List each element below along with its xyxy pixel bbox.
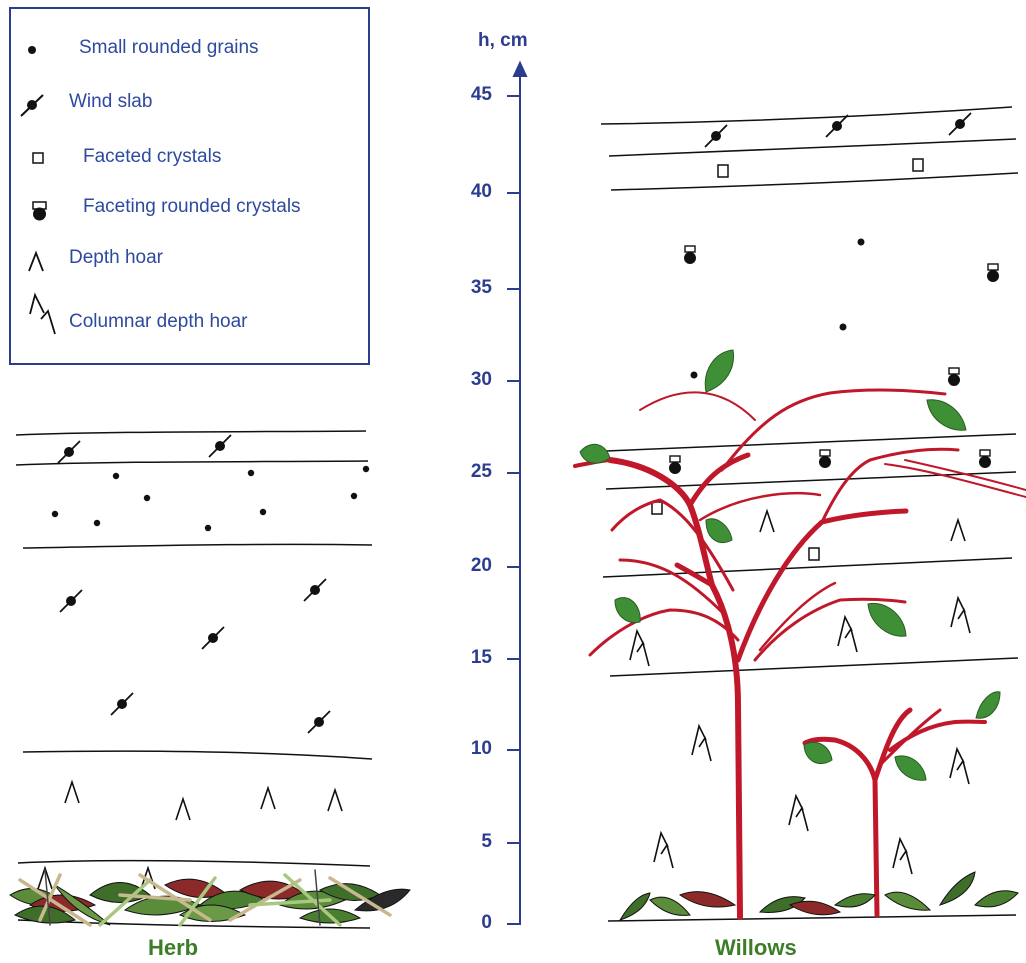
willow-layer-lines bbox=[600, 106, 1019, 922]
herb-depth-hoar bbox=[37, 781, 343, 890]
herb-small-grains bbox=[51, 465, 370, 532]
axis-tick-5: 5 bbox=[481, 831, 492, 852]
legend-label-columnar-depth-hoar: Columnar depth hoar bbox=[69, 311, 248, 332]
legend-label-faceted-crystals: Faceted crystals bbox=[83, 146, 222, 167]
willow-wind-slab-symbols bbox=[704, 112, 972, 148]
herb-panel bbox=[9, 430, 411, 929]
axis-tick-40: 40 bbox=[470, 181, 492, 202]
legend-box: Small rounded grains Wind slab Faceted c… bbox=[9, 7, 370, 365]
axis-tick-35: 35 bbox=[470, 277, 492, 298]
axis-tick-0: 0 bbox=[481, 912, 492, 933]
faceted-crystal-icon bbox=[32, 152, 44, 164]
faceting-rounded-crystal-icon bbox=[32, 201, 47, 221]
willow-columnar-depth-hoar bbox=[629, 597, 971, 875]
height-axis bbox=[507, 60, 528, 925]
axis-tick-20: 20 bbox=[470, 555, 492, 576]
willow-leaves bbox=[579, 349, 1001, 781]
axis-tick-15: 15 bbox=[470, 647, 492, 668]
small-rounded-grain-icon bbox=[28, 46, 36, 54]
axis-tick-45: 45 bbox=[470, 84, 492, 105]
panel-title-willows: Willows bbox=[715, 935, 797, 960]
willow-branches bbox=[573, 388, 1026, 920]
axis-tick-25: 25 bbox=[470, 461, 492, 482]
axis-title: h, cm bbox=[478, 30, 528, 51]
columnar-depth-hoar-icon bbox=[29, 292, 56, 335]
axis-tick-30: 30 bbox=[470, 369, 492, 390]
herb-wind-slab-symbols bbox=[57, 434, 331, 734]
willow-litter bbox=[618, 871, 1019, 921]
wind-slab-icon bbox=[20, 94, 44, 117]
herb-layer-lines bbox=[15, 430, 373, 929]
herb-litter bbox=[9, 878, 411, 926]
legend-label-wind-slab: Wind slab bbox=[69, 91, 153, 112]
legend-label-depth-hoar: Depth hoar bbox=[69, 247, 164, 268]
depth-hoar-icon bbox=[28, 250, 44, 272]
willow-small-grains bbox=[690, 238, 865, 379]
legend-label-faceting-rounded-crystals: Faceting rounded crystals bbox=[83, 196, 301, 217]
legend-label-small-rounded-grains: Small rounded grains bbox=[79, 37, 259, 58]
willows-panel bbox=[573, 106, 1026, 922]
axis-tick-10: 10 bbox=[470, 738, 492, 759]
herb-grass-stems bbox=[18, 869, 392, 927]
panel-title-herb: Herb bbox=[148, 935, 199, 960]
legend-icons bbox=[20, 46, 56, 335]
